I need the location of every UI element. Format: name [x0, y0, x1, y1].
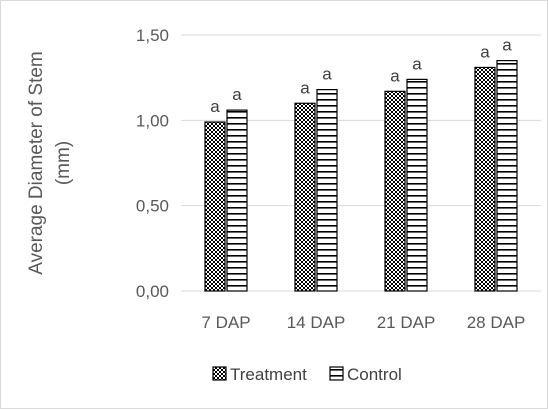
- data-label: a: [412, 54, 422, 73]
- bar-treatment-3: [384, 90, 406, 292]
- data-label: a: [300, 78, 310, 97]
- y-tick-label: 1,50: [136, 26, 169, 45]
- bar-treatment-1: [204, 121, 226, 292]
- y-axis-unit-label: (mm): [53, 141, 74, 185]
- bar-control-2: [316, 89, 338, 292]
- bars: aa aa aaa a: [204, 36, 518, 292]
- data-label: a: [480, 42, 490, 61]
- legend-swatch-control: [329, 366, 344, 381]
- x-tick-label: 14 DAP: [287, 313, 346, 332]
- legend: Treatment Control: [212, 365, 402, 384]
- x-axis-ticks: 7 DAP 14 DAP 21 DAP 28 DAP: [201, 313, 525, 332]
- legend-swatch-treatment: [212, 366, 227, 381]
- bar-control-3: [406, 78, 428, 292]
- y-tick-label: 0,50: [136, 197, 169, 216]
- data-label: a: [322, 65, 332, 84]
- data-label: a: [390, 66, 400, 85]
- data-label: a: [210, 97, 220, 116]
- bar-control-4: [496, 59, 518, 292]
- y-axis-ticks: 0,00 0,50 1,00 1,50: [136, 26, 169, 301]
- y-axis-label: Average Diameter of Stem: [26, 51, 47, 275]
- x-tick-label: 21 DAP: [377, 313, 436, 332]
- y-tick-label: 1,00: [136, 111, 169, 130]
- bar-treatment-2: [294, 102, 316, 292]
- bar-control-1: [226, 109, 248, 292]
- y-tick-label: 0,00: [136, 282, 169, 301]
- legend-label-treatment: Treatment: [230, 365, 307, 384]
- bar-treatment-4: [474, 66, 496, 292]
- data-label: a: [502, 36, 512, 55]
- x-tick-label: 28 DAP: [467, 313, 526, 332]
- legend-label-control: Control: [347, 365, 402, 384]
- x-tick-label: 7 DAP: [201, 313, 250, 332]
- data-label: a: [232, 85, 242, 104]
